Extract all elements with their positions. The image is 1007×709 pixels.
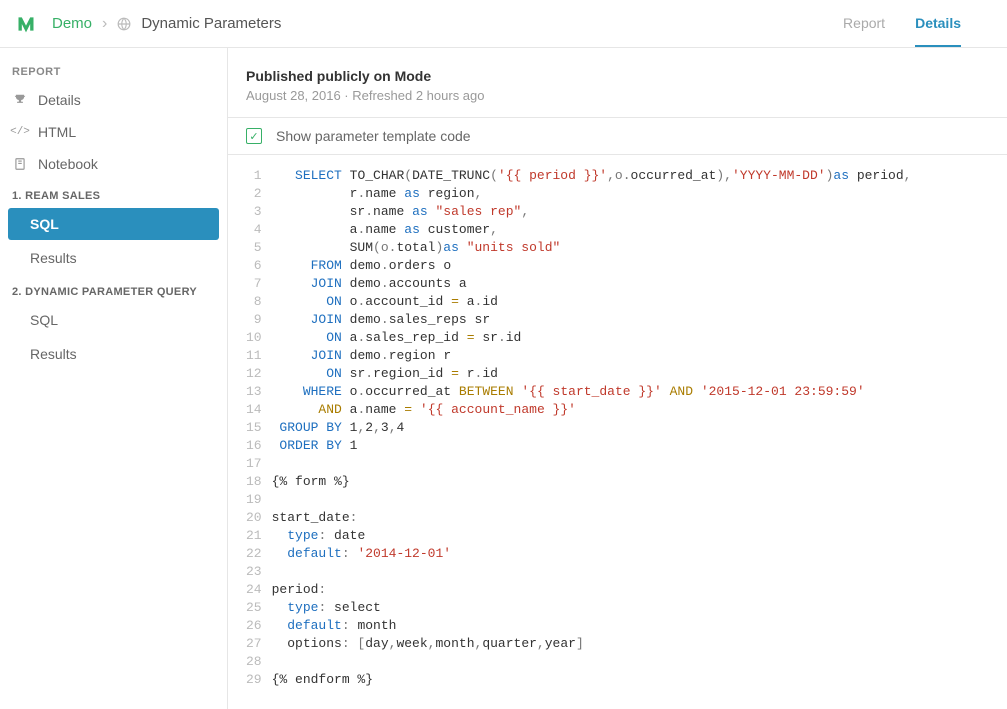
- sidebar-item-label: Details: [38, 92, 81, 108]
- breadcrumb-title: Dynamic Parameters: [141, 15, 281, 32]
- publish-title: Published publicly on Mode: [246, 68, 989, 84]
- main: REPORT Details </> HTML Notebook 1. REAM…: [0, 48, 1007, 709]
- breadcrumb: Demo › Dynamic Parameters: [52, 15, 843, 33]
- topbar: Demo › Dynamic Parameters Report Details: [0, 0, 1007, 48]
- mode-logo: [16, 14, 36, 34]
- sidebar-sub-results-2[interactable]: Results: [8, 338, 219, 370]
- sidebar-item-label: Notebook: [38, 156, 98, 172]
- code-icon: </>: [12, 124, 28, 140]
- sidebar-item-label: HTML: [38, 124, 76, 140]
- sidebar-sub-results-1[interactable]: Results: [8, 242, 219, 274]
- sidebar-item-html[interactable]: </> HTML: [0, 116, 227, 148]
- sidebar: REPORT Details </> HTML Notebook 1. REAM…: [0, 48, 228, 709]
- sidebar-item-details[interactable]: Details: [0, 84, 227, 116]
- chevron-right-icon: ›: [102, 15, 107, 33]
- code-block[interactable]: SELECT TO_CHAR(DATE_TRUNC('{{ period }}'…: [272, 167, 912, 689]
- publish-meta: August 28, 2016 · Refreshed 2 hours ago: [246, 88, 989, 103]
- sidebar-sub-sql-2[interactable]: SQL: [8, 304, 219, 336]
- tab-report[interactable]: Report: [843, 15, 885, 47]
- notebook-icon: [12, 156, 28, 172]
- sidebar-sub-sql-1[interactable]: SQL: [8, 208, 219, 240]
- checkbox-row: ✓ Show parameter template code: [228, 118, 1007, 155]
- line-gutter: 1234567891011121314151617181920212223242…: [228, 167, 272, 689]
- globe-icon: [117, 17, 131, 31]
- tab-details[interactable]: Details: [915, 15, 961, 47]
- sidebar-group-1-header: 1. REAM SALES: [0, 180, 227, 206]
- top-tabs: Report Details: [843, 15, 961, 33]
- breadcrumb-demo[interactable]: Demo: [52, 15, 92, 32]
- sidebar-group-2-header: 2. DYNAMIC PARAMETER QUERY: [0, 276, 227, 302]
- sidebar-item-notebook[interactable]: Notebook: [0, 148, 227, 180]
- content-header: Published publicly on Mode August 28, 20…: [228, 48, 1007, 118]
- content: Published publicly on Mode August 28, 20…: [228, 48, 1007, 709]
- code-area: 1234567891011121314151617181920212223242…: [228, 155, 1007, 709]
- show-template-checkbox[interactable]: ✓: [246, 128, 262, 144]
- sidebar-header: REPORT: [0, 60, 227, 84]
- trophy-icon: [12, 92, 28, 108]
- show-template-label: Show parameter template code: [276, 128, 471, 144]
